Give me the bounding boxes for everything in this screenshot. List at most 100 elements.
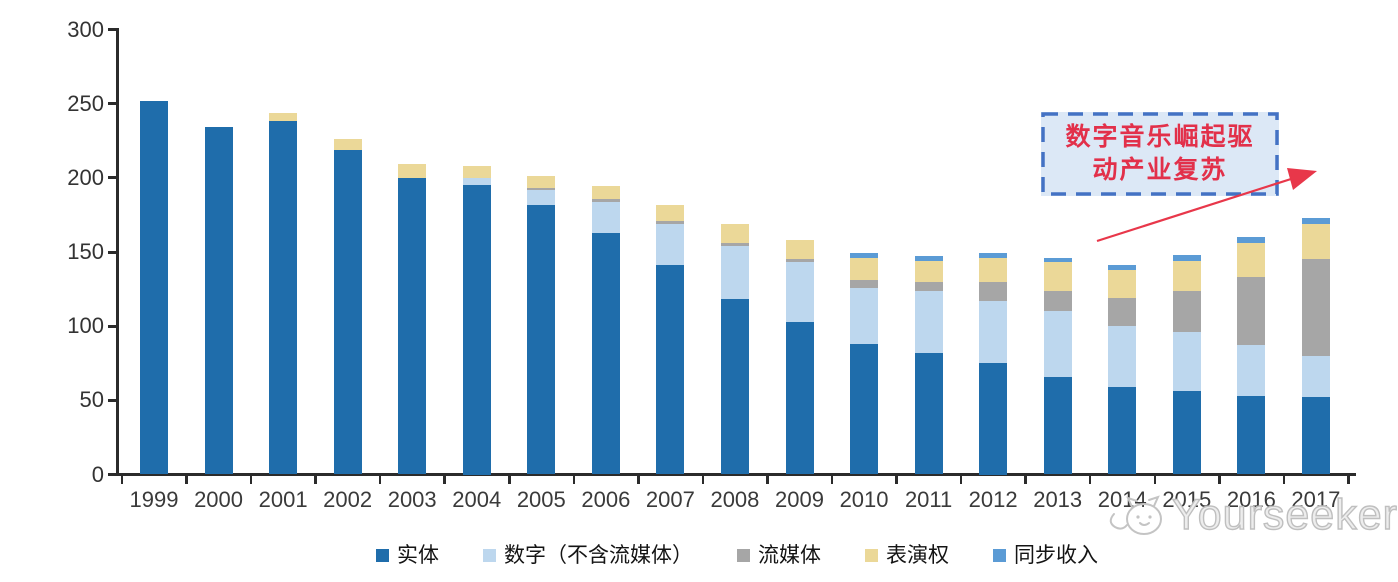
bar-segment-2003 xyxy=(398,164,427,178)
bar-segment-2004 xyxy=(462,177,491,186)
x-tick-label: 2009 xyxy=(775,487,824,512)
legend-item-0: 实体 xyxy=(376,544,439,566)
bar-segment-2017 xyxy=(1301,223,1330,260)
bar-segment-2006 xyxy=(591,185,620,200)
y-tick xyxy=(108,176,116,180)
x-tick-label: 2007 xyxy=(645,487,695,512)
bar-segment-2006 xyxy=(591,201,620,233)
bar-segment-2003 xyxy=(398,177,427,475)
bar-segment-2014 xyxy=(1108,269,1137,298)
x-tick-label: 2003 xyxy=(387,487,437,512)
bar-segment-2012 xyxy=(979,253,1008,258)
bar-segment-2012 xyxy=(979,281,1008,301)
bar-segment-2013 xyxy=(1043,262,1072,291)
x-tick xyxy=(1218,476,1221,484)
y-tick-label: 250 xyxy=(67,90,104,116)
x-tick-label: 2006 xyxy=(581,487,631,512)
x-tick-label: 2013 xyxy=(1033,487,1083,512)
x-tick xyxy=(1088,476,1092,484)
x-tick xyxy=(701,476,705,484)
bar-segment-2014 xyxy=(1108,386,1137,475)
x-tick xyxy=(1347,476,1350,484)
x-tick xyxy=(314,476,317,484)
bar-segment-2009 xyxy=(785,321,814,475)
bar-segment-2016 xyxy=(1237,395,1266,475)
bar-segment-2016 xyxy=(1237,237,1266,244)
annotation-callout: 数字音乐崛起驱 动产业复苏 xyxy=(1041,112,1279,196)
legend-swatch-icon xyxy=(376,548,389,562)
x-tick xyxy=(443,476,446,484)
bar-segment-2007 xyxy=(656,204,685,221)
bar-segment-2017 xyxy=(1301,355,1330,398)
bar-segment-2013 xyxy=(1043,257,1072,263)
bar-segment-2009 xyxy=(785,259,814,263)
bar-segment-2005 xyxy=(527,204,556,475)
x-tick-label: 2011 xyxy=(904,487,953,512)
bar-segment-2009 xyxy=(785,240,814,260)
bar-segment-2001 xyxy=(269,112,298,122)
x-tick-label: 2004 xyxy=(452,487,502,512)
bar-segment-2007 xyxy=(656,223,685,266)
x-tick xyxy=(508,476,511,484)
x-tick-label: 2005 xyxy=(516,487,566,512)
x-tick-label: 2015 xyxy=(1162,487,1212,512)
y-tick-label: 100 xyxy=(67,313,104,339)
x-tick-label: 2017 xyxy=(1291,487,1341,512)
x-tick xyxy=(895,476,898,484)
x-tick xyxy=(120,476,124,484)
bar-segment-2010 xyxy=(850,257,879,281)
bar-segment-2008 xyxy=(720,223,749,244)
bar-segment-2013 xyxy=(1043,311,1072,377)
legend: 实体 数字（不含流媒体） 流媒体 表演权 同步收入 xyxy=(117,541,1357,569)
x-tick-label: 2010 xyxy=(839,487,889,512)
watermark: Yourseeker xyxy=(1104,492,1398,538)
x-tick-label: 2008 xyxy=(710,487,760,512)
bar-segment-2017 xyxy=(1301,397,1330,475)
x-tick xyxy=(1282,476,1286,484)
bar-segment-2015 xyxy=(1172,260,1201,291)
x-tick-label: 2000 xyxy=(194,487,244,512)
bar-segment-2002 xyxy=(333,149,362,475)
bar-segment-1999 xyxy=(140,100,168,475)
legend-swatch-icon xyxy=(993,548,1006,562)
bar-segment-2004 xyxy=(462,165,491,178)
x-tick-label: 2014 xyxy=(1097,487,1147,512)
x-tick xyxy=(959,476,963,484)
bar-segment-2010 xyxy=(850,280,879,288)
legend-swatch-icon xyxy=(483,548,496,562)
bar-segment-2006 xyxy=(591,232,620,475)
x-tick xyxy=(249,476,253,484)
bar-segment-2009 xyxy=(785,262,814,322)
x-axis xyxy=(116,473,1356,476)
x-tick xyxy=(572,476,576,484)
legend-item-4: 同步收入 xyxy=(993,542,1098,567)
bar-segment-2008 xyxy=(720,246,749,300)
x-tick xyxy=(185,476,188,484)
bar-segment-2017 xyxy=(1301,217,1330,224)
bar-segment-2005 xyxy=(527,188,556,190)
bar-segment-2014 xyxy=(1108,297,1137,327)
legend-label: 表演权 xyxy=(886,542,949,567)
bar-segment-2002 xyxy=(333,139,362,150)
legend-label: 同步收入 xyxy=(1014,542,1098,567)
x-tick-label: 2001 xyxy=(258,487,308,512)
y-axis xyxy=(116,28,119,476)
x-tick-label: 1999 xyxy=(129,487,179,512)
bar-segment-2007 xyxy=(656,220,685,224)
watermark-text: Yourseeker xyxy=(1171,490,1398,539)
bar-segment-2010 xyxy=(850,287,879,344)
bar-segment-2001 xyxy=(269,121,298,475)
bar-segment-2011 xyxy=(914,290,943,353)
bar-segment-2004 xyxy=(462,185,491,475)
bar-segment-2016 xyxy=(1237,277,1266,346)
bar-segment-2015 xyxy=(1172,254,1201,261)
annotation-text-line1: 数字音乐崛起驱 xyxy=(1065,124,1255,151)
bar-segment-2010 xyxy=(850,253,879,258)
bar-segment-2007 xyxy=(656,265,685,475)
legend-label: 流媒体 xyxy=(758,542,821,567)
legend-item-1: 数字（不含流媒体） xyxy=(483,544,693,566)
bar-segment-2011 xyxy=(914,281,943,291)
legend-item-2: 流媒体 xyxy=(737,542,821,567)
x-tick-label: 2002 xyxy=(323,487,373,512)
y-tick xyxy=(108,473,116,476)
